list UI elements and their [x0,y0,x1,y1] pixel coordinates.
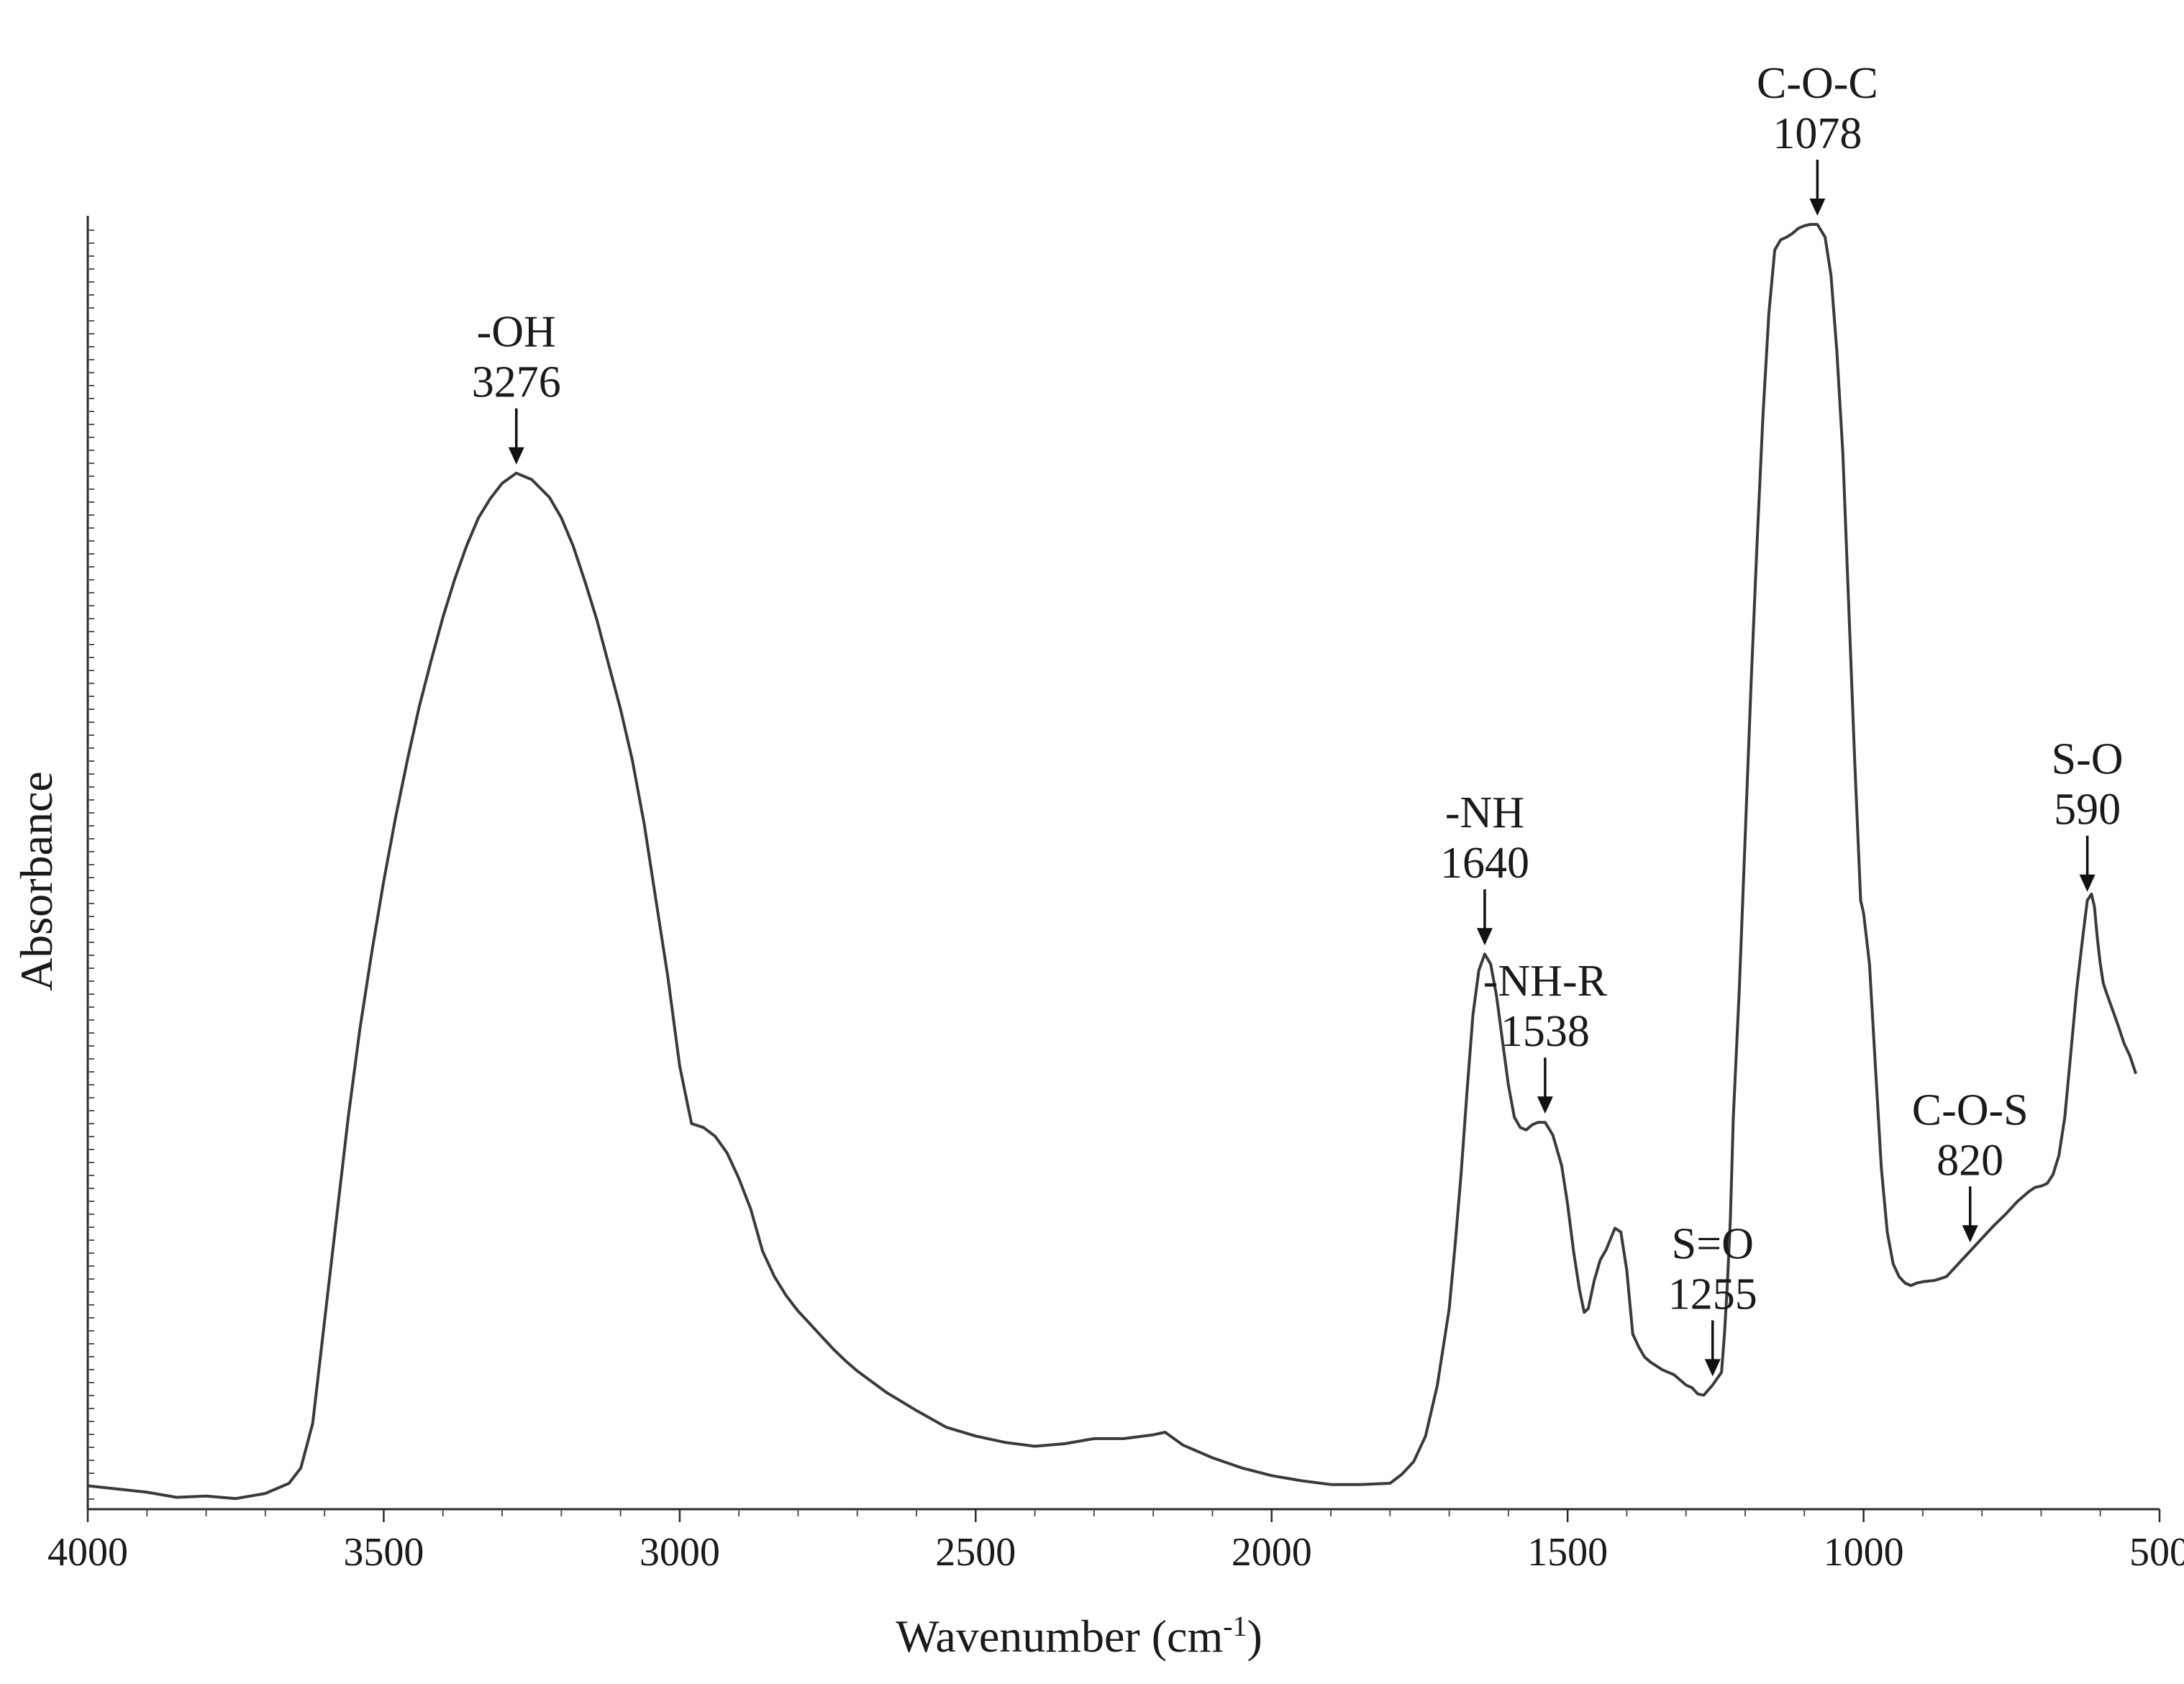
annotation-wavenumber: 1078 [1773,109,1862,158]
annotation-arrow-head [1962,1225,1978,1243]
x-ticks [86,1509,2161,1522]
annotation-arrow-head [1704,1359,1721,1377]
annotation-group: C-O-C [1757,59,1878,108]
annotation-wavenumber: 1255 [1668,1270,1757,1319]
x-tick-label: 1500 [1527,1530,1608,1575]
x-tick-label: 4000 [47,1530,128,1575]
annotation-group: -NH-R [1483,957,1608,1006]
annotation-arrow-head [1476,928,1493,946]
annotation-group: -NH [1445,788,1524,837]
annotation-group: S=O [1672,1219,1754,1268]
annotation-arrow-head [1809,199,1826,216]
x-axis-title: Wavenumber (cm-1) [896,1610,1262,1662]
x-tick-label: 3000 [640,1530,720,1575]
x-tick-label: 3500 [343,1530,424,1575]
annotation: 3276-OH [472,308,561,465]
annotation-arrow-head [1537,1096,1553,1114]
x-tick-labels: 4000 3500 3000 2500 2000 1500 1000 500 [47,1530,2184,1575]
annotation: 1640-NH [1440,788,1529,946]
annotation-wavenumber: 820 [1937,1136,2003,1185]
annotation-group: C-O-S [1912,1086,2029,1134]
annotation-group: S-O [2052,735,2124,784]
spectrum-line [87,223,2137,1501]
annotation-wavenumber: 3276 [472,358,561,407]
x-tick-label: 1000 [1824,1530,1904,1575]
axes: 4000 3500 3000 2500 2000 1500 1000 500 [47,216,2184,1575]
annotation-arrow-head [2079,874,2096,892]
annotation-arrow-head [508,447,524,465]
annotation: 1538-NH-R [1483,957,1608,1114]
x-tick-label: 2500 [935,1530,1016,1575]
annotation-wavenumber: 1538 [1501,1007,1590,1056]
x-tick-label: 2000 [1232,1530,1312,1575]
y-minor-ticks [88,229,94,1500]
annotation-wavenumber: 590 [2054,786,2121,834]
annotation-wavenumber: 1640 [1440,839,1529,888]
y-axis-title: Absorbance [11,771,62,991]
x-tick-label: 500 [2129,1530,2184,1575]
annotation-group: -OH [477,308,556,357]
